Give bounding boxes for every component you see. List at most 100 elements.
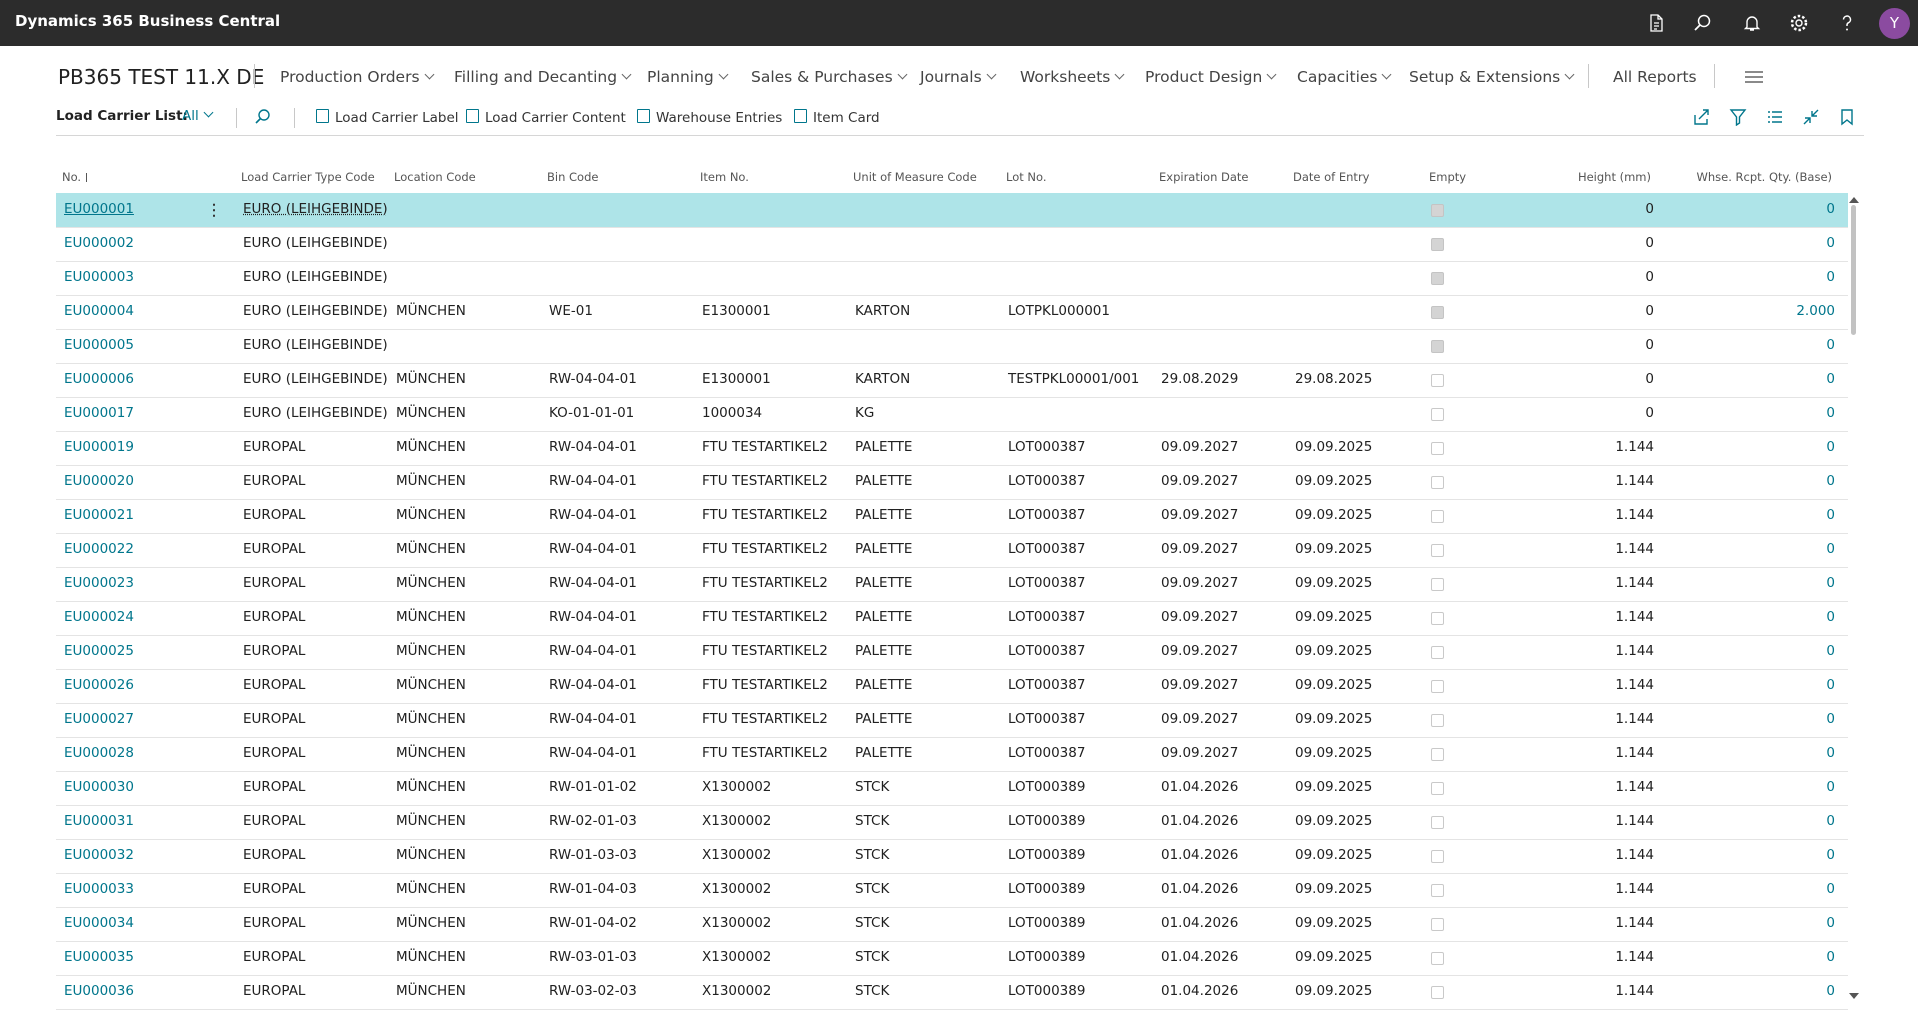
nav-menu[interactable]: Setup & Extensions [1409, 68, 1573, 86]
cell[interactable]: 0 [1826, 779, 1835, 795]
cell[interactable]: 0 [1826, 711, 1835, 727]
record-link[interactable]: EU000004 [64, 303, 134, 319]
nav-menu[interactable]: Production Orders [280, 68, 433, 86]
nav-menu[interactable]: Product Design [1145, 68, 1275, 86]
scrollbar-thumb[interactable] [1851, 205, 1856, 335]
row-divider [56, 771, 1848, 772]
cell: STCK [855, 915, 889, 931]
record-link[interactable]: EU000030 [64, 779, 134, 795]
column-header[interactable]: Item No. [700, 170, 749, 184]
cell[interactable]: 0 [1826, 337, 1835, 353]
action-button[interactable]: Item Card [794, 108, 880, 126]
filter-icon[interactable] [1729, 108, 1747, 126]
nav-menu[interactable]: Filling and Decanting [454, 68, 630, 86]
column-header[interactable]: Empty [1429, 170, 1466, 184]
record-link[interactable]: EU000023 [64, 575, 134, 591]
help-icon[interactable] [1837, 13, 1857, 33]
cell[interactable]: 0 [1826, 677, 1835, 693]
nav-menu[interactable]: Journals [920, 68, 995, 86]
column-header[interactable]: Unit of Measure Code [853, 170, 977, 184]
cell: EURO (LEIHGEBINDE) [243, 201, 388, 217]
settings-icon[interactable] [1789, 13, 1809, 33]
column-header[interactable]: Load Carrier Type Code [241, 170, 375, 184]
record-link[interactable]: EU000028 [64, 745, 134, 761]
list-icon[interactable] [1766, 108, 1784, 126]
row-menu[interactable] [213, 202, 215, 218]
record-link[interactable]: EU000002 [64, 235, 134, 251]
cell[interactable]: 0 [1826, 813, 1835, 829]
column-header[interactable]: Bin Code [547, 170, 598, 184]
record-link[interactable]: EU000006 [64, 371, 134, 387]
record-link[interactable]: EU000022 [64, 541, 134, 557]
cell[interactable]: 0 [1826, 949, 1835, 965]
record-link[interactable]: EU000035 [64, 949, 134, 965]
nav-menu[interactable]: Worksheets [1020, 68, 1123, 86]
cell[interactable]: 0 [1826, 643, 1835, 659]
action-button[interactable]: Load Carrier Content [466, 108, 626, 126]
doc-icon[interactable] [1646, 13, 1666, 33]
nav-menu[interactable]: Sales & Purchases [751, 68, 906, 86]
cell[interactable]: 0 [1826, 847, 1835, 863]
record-link[interactable]: EU000036 [64, 983, 134, 999]
cell[interactable]: 2.000 [1796, 303, 1835, 319]
record-link[interactable]: EU000033 [64, 881, 134, 897]
record-link[interactable]: EU000021 [64, 507, 134, 523]
column-header[interactable]: Lot No. [1006, 170, 1047, 184]
cell[interactable]: 0 [1826, 507, 1835, 523]
action-button[interactable]: Warehouse Entries [637, 108, 782, 126]
bell-icon[interactable] [1742, 13, 1762, 33]
cell[interactable]: 0 [1826, 983, 1835, 999]
column-header[interactable]: Height (mm) [1578, 170, 1651, 184]
cell[interactable]: 0 [1826, 405, 1835, 421]
separator [294, 108, 295, 128]
cell[interactable]: 0 [1826, 439, 1835, 455]
menu-icon[interactable] [1745, 70, 1763, 84]
column-header[interactable]: Whse. Rcpt. Qty. (Base) [1697, 170, 1832, 184]
cell[interactable]: 0 [1826, 201, 1835, 217]
column-header[interactable]: No. [62, 170, 87, 184]
cell[interactable]: 0 [1826, 235, 1835, 251]
search-icon[interactable] [1693, 13, 1713, 33]
record-link[interactable]: EU000026 [64, 677, 134, 693]
column-header[interactable]: Location Code [394, 170, 476, 184]
cell[interactable]: 0 [1826, 371, 1835, 387]
action-button[interactable]: Load Carrier Label [316, 108, 459, 126]
record-link[interactable]: EU000032 [64, 847, 134, 863]
collapse-icon[interactable] [1802, 108, 1820, 126]
search-icon[interactable] [254, 108, 272, 126]
cell[interactable]: 0 [1826, 881, 1835, 897]
column-header[interactable]: Date of Entry [1293, 170, 1369, 184]
avatar[interactable]: Y [1879, 8, 1910, 39]
record-link[interactable]: EU000001 [64, 201, 134, 217]
cell[interactable]: 0 [1826, 609, 1835, 625]
nav-menu[interactable]: Planning [647, 68, 727, 86]
record-link[interactable]: EU000034 [64, 915, 134, 931]
all-reports[interactable]: All Reports [1613, 68, 1697, 86]
column-header[interactable]: Expiration Date [1159, 170, 1249, 184]
scroll-down[interactable] [1849, 992, 1859, 1000]
cell[interactable]: 0 [1826, 745, 1835, 761]
record-link[interactable]: EU000005 [64, 337, 134, 353]
record-link[interactable]: EU000017 [64, 405, 134, 421]
record-link[interactable]: EU000020 [64, 473, 134, 489]
scroll-up[interactable] [1849, 196, 1859, 204]
cell[interactable]: 0 [1826, 269, 1835, 285]
cell[interactable]: 0 [1826, 575, 1835, 591]
record-link[interactable]: EU000019 [64, 439, 134, 455]
bookmark-icon[interactable] [1838, 108, 1856, 126]
cell: 1.144 [1615, 541, 1654, 557]
column-header-text: Lot No. [1006, 170, 1047, 184]
share-icon[interactable] [1692, 108, 1710, 126]
record-link[interactable]: EU000031 [64, 813, 134, 829]
record-link[interactable]: EU000024 [64, 609, 134, 625]
nav-menu[interactable]: Capacities [1297, 68, 1390, 86]
cell[interactable]: 0 [1826, 541, 1835, 557]
cell[interactable]: 0 [1826, 473, 1835, 489]
record-link[interactable]: EU000027 [64, 711, 134, 727]
cell[interactable]: 0 [1826, 915, 1835, 931]
nav-menu-text: Capacities [1297, 68, 1377, 86]
company-name[interactable]: PB365 TEST 11.X DE [58, 65, 264, 89]
record-link[interactable]: EU000025 [64, 643, 134, 659]
filter-all[interactable]: All [182, 108, 212, 124]
record-link[interactable]: EU000003 [64, 269, 134, 285]
